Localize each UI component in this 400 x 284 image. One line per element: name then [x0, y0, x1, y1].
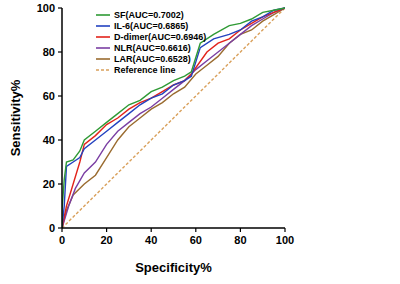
x-tick-label: 40 [145, 234, 157, 246]
legend-swatch [96, 36, 110, 38]
y-tick [58, 139, 62, 140]
y-axis [61, 8, 63, 228]
legend-label: IL-6(AUC=0.6865) [114, 21, 188, 31]
legend-label: SF(AUC=0.7002) [114, 10, 184, 20]
legend-swatch [96, 69, 110, 71]
legend-label: Reference line [114, 65, 176, 75]
roc-line [62, 8, 285, 228]
x-axis [62, 227, 285, 229]
y-tick-label: 60 [43, 90, 55, 102]
y-tick-label: 40 [43, 134, 55, 146]
y-tick [58, 183, 62, 184]
x-tick [284, 228, 285, 232]
roc-line [62, 8, 285, 228]
legend-label: LAR(AUC=0.6528) [114, 54, 191, 64]
legend-swatch [96, 58, 110, 60]
y-tick [58, 95, 62, 96]
x-tick [106, 228, 107, 232]
x-tick-label: 60 [190, 234, 202, 246]
y-tick-label: 80 [43, 46, 55, 58]
y-tick [58, 7, 62, 8]
x-tick [61, 228, 62, 232]
x-tick-label: 0 [59, 234, 65, 246]
y-axis-title: Sensitivity% [8, 79, 23, 156]
x-tick [240, 228, 241, 232]
x-tick [151, 228, 152, 232]
y-tick-label: 0 [49, 222, 55, 234]
legend: SF(AUC=0.7002)IL-6(AUC=0.6865)D-dimer(AU… [96, 10, 206, 75]
roc-line [62, 8, 285, 228]
legend-swatch [96, 25, 110, 27]
roc-line [62, 8, 285, 228]
chart: 0 20 40 60 80 100 0 20 40 60 80 100 Specificity% Sens… [0, 0, 400, 284]
roc-line [62, 8, 285, 228]
plot-area [62, 8, 285, 228]
x-axis-title: Specificity% [135, 260, 212, 275]
legend-label: NLR(AUC=0.6616) [114, 43, 191, 53]
y-tick [58, 51, 62, 52]
y-tick-label: 100 [37, 2, 55, 14]
x-tick-label: 100 [276, 234, 294, 246]
y-tick-label: 20 [43, 178, 55, 190]
legend-swatch [96, 14, 110, 16]
roc-line [62, 8, 285, 228]
legend-swatch [96, 47, 110, 49]
x-tick-label: 20 [100, 234, 112, 246]
x-tick-label: 80 [234, 234, 246, 246]
x-tick [195, 228, 196, 232]
legend-label: D-dimer(AUC=0.6946) [114, 32, 206, 42]
